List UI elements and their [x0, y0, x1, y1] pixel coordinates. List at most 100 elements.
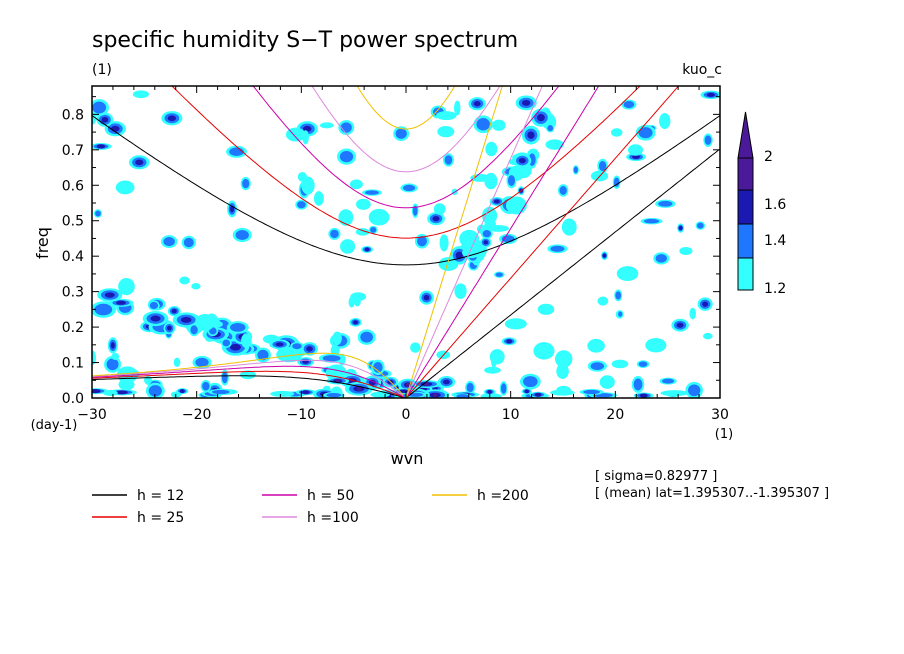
contour-patch	[92, 101, 107, 114]
contour-patch	[364, 247, 370, 252]
contour-patch	[180, 316, 192, 323]
legend-label: h = 50	[307, 488, 354, 504]
colorbar-swatch	[737, 257, 754, 291]
contour-patch	[473, 101, 481, 107]
contour-patch	[148, 385, 162, 397]
contour-patch	[111, 125, 120, 132]
contour-patch	[433, 203, 446, 215]
contour-patch	[230, 322, 246, 332]
contour-patch	[150, 315, 161, 322]
x-axis: −30 −20 −10 0 10 20 30	[77, 86, 729, 423]
contour-patch	[339, 150, 354, 163]
contour-patch	[493, 199, 500, 204]
contour-patch	[678, 226, 683, 231]
contour-patch	[410, 342, 421, 353]
contour-patch	[292, 343, 302, 350]
contour-patch	[662, 378, 675, 384]
y-tick-label: 0.7	[62, 143, 84, 159]
dispersion-curve	[405, 148, 720, 398]
contour-patch	[632, 154, 640, 159]
chart-subtitle-right: kuo_c	[682, 62, 722, 78]
contour-patch	[306, 346, 313, 352]
contour-patch	[171, 309, 177, 314]
contour-patch	[518, 157, 526, 164]
contour-patch	[495, 272, 504, 277]
dispersion-curve	[405, 86, 543, 398]
contour-patch	[167, 115, 177, 122]
contour-patch	[360, 331, 374, 343]
contour-patch	[195, 313, 215, 331]
contour-patch	[521, 99, 531, 106]
contour-patch	[195, 357, 209, 367]
x-tick-label: −10	[287, 407, 317, 423]
contour-patch	[135, 159, 144, 166]
contour-patch	[599, 375, 615, 389]
contour-patch	[527, 131, 535, 139]
dispersion-curve-layer	[92, 86, 720, 398]
contour-patch	[179, 276, 190, 285]
contour-patch	[95, 210, 101, 217]
contour-patch	[230, 343, 241, 351]
contour-patch	[183, 237, 194, 248]
contour-patch	[442, 379, 450, 385]
x-tick-label: −30	[77, 407, 107, 423]
contour-patch	[618, 311, 623, 317]
contour-patch	[506, 339, 513, 344]
contour-patch	[301, 390, 310, 395]
dispersion-curve	[311, 86, 501, 173]
contour-patch	[456, 394, 469, 398]
contour-patch	[658, 200, 673, 207]
contour-patch	[583, 389, 600, 395]
colorbar-swatch	[737, 223, 754, 259]
contour-patch	[302, 359, 309, 364]
contour-patch	[101, 116, 109, 123]
contour-patch	[598, 160, 607, 172]
contour-patch	[395, 128, 407, 139]
contour-patch	[638, 127, 653, 139]
contour-patch	[412, 205, 418, 216]
contour-patch	[144, 375, 152, 385]
legend-label: h = 25	[137, 510, 184, 526]
dispersion-curve	[92, 359, 404, 397]
contour-patch	[104, 292, 115, 298]
legend-label: h =100	[307, 510, 359, 526]
contour-patch	[639, 393, 648, 398]
contour-patch	[597, 296, 609, 306]
contour-patch	[476, 118, 490, 131]
chart-subtitle-left: (1)	[92, 62, 112, 78]
contour-patch	[439, 234, 449, 252]
contour-patch	[348, 296, 355, 308]
contour-patch	[319, 122, 334, 129]
contour-patch	[106, 358, 119, 371]
contour-patch	[373, 361, 383, 373]
contour-patch	[118, 378, 135, 391]
x-tick-label: 30	[711, 407, 729, 423]
contour-patch	[561, 218, 577, 236]
contour-patch	[523, 376, 538, 388]
contour-patch	[645, 338, 667, 353]
contour-patch	[179, 389, 185, 394]
contour-patch	[368, 208, 390, 226]
contour-patch	[610, 128, 623, 137]
contour-patch	[370, 226, 377, 233]
y-tick-label: 0.5	[62, 214, 84, 230]
x-tick-label: 20	[606, 407, 624, 423]
contour-patch	[573, 166, 578, 174]
contour-patch	[556, 363, 569, 379]
contour-patch	[211, 389, 230, 395]
contour-patch	[335, 378, 340, 383]
contour-patch	[459, 229, 480, 248]
dispersion-curve	[405, 86, 680, 398]
y-tick-label: 0.1	[62, 356, 84, 372]
contour-patch	[417, 236, 427, 247]
contour-patch	[703, 332, 713, 340]
colorbar-swatch	[737, 189, 754, 225]
contour-patch	[276, 346, 303, 363]
contour-patch	[340, 122, 352, 133]
contour-patch	[547, 125, 554, 132]
contour-patch	[507, 175, 516, 186]
contour-patch	[338, 209, 354, 226]
contour-patch	[480, 393, 502, 398]
contour-patch	[704, 135, 712, 145]
contour-patch	[149, 301, 159, 310]
